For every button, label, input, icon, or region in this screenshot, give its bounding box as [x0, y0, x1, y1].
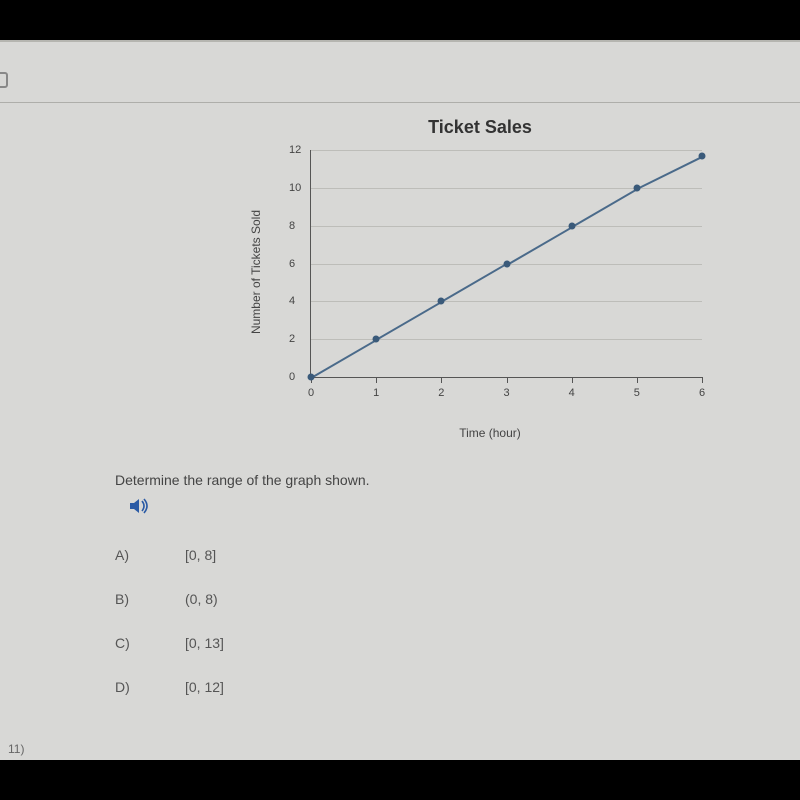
y-tick-label: 0 — [289, 371, 295, 383]
chart-marker — [699, 152, 706, 159]
x-tick-label: 0 — [308, 387, 314, 399]
horizontal-rule — [0, 102, 800, 103]
chart-marker — [308, 374, 315, 381]
x-tick — [702, 377, 703, 383]
question-prompt: Determine the range of the graph shown. — [115, 472, 370, 488]
y-tick-label: 12 — [289, 144, 301, 156]
x-tick — [376, 377, 377, 383]
x-tick-label: 6 — [699, 387, 705, 399]
speaker-icon — [130, 497, 150, 515]
chart-marker — [373, 336, 380, 343]
choice-letter: B) — [115, 591, 185, 607]
choice-c[interactable]: C) [0, 13] — [115, 635, 224, 651]
y-tick-label: 10 — [289, 182, 301, 194]
choice-a[interactable]: A) [0, 8] — [115, 547, 224, 563]
gridline — [311, 339, 702, 340]
letterbox-bottom — [0, 760, 800, 800]
chart-line-segment — [376, 301, 442, 340]
gridline — [311, 226, 702, 227]
x-axis-label: Time (hour) — [270, 426, 710, 440]
question-number: 11) — [8, 742, 24, 756]
audio-icon[interactable] — [130, 497, 150, 520]
x-tick — [507, 377, 508, 383]
chart-marker — [438, 298, 445, 305]
chart-line-segment — [571, 188, 637, 227]
choice-text: (0, 8) — [185, 591, 218, 607]
chart-line-segment — [506, 226, 572, 265]
choice-letter: A) — [115, 547, 185, 563]
gridline — [311, 150, 702, 151]
y-axis-label: Number of Tickets Sold — [249, 210, 263, 334]
chart-marker — [633, 184, 640, 191]
chart-line-segment — [441, 264, 507, 303]
choice-letter: C) — [115, 635, 185, 651]
y-tick-label: 8 — [289, 220, 295, 232]
y-tick-label: 4 — [289, 295, 295, 307]
gridline — [311, 188, 702, 189]
x-tick — [441, 377, 442, 383]
choice-b[interactable]: B) (0, 8) — [115, 591, 224, 607]
x-tick-label: 4 — [569, 387, 575, 399]
choice-text: [0, 13] — [185, 635, 224, 651]
x-tick-label: 1 — [373, 387, 379, 399]
chart-marker — [503, 260, 510, 267]
choice-text: [0, 12] — [185, 679, 224, 695]
plot-area: 0246810120123456 — [310, 150, 702, 378]
x-tick-label: 3 — [503, 387, 509, 399]
chart-line-segment — [636, 156, 702, 189]
chart-marker — [568, 222, 575, 229]
choice-letter: D) — [115, 679, 185, 695]
worksheet-page: Ticket Sales Number of Tickets Sold Time… — [0, 40, 800, 760]
edge-badge — [0, 72, 8, 88]
choice-d[interactable]: D) [0, 12] — [115, 679, 224, 695]
gridline — [311, 301, 702, 302]
letterbox-top — [0, 0, 800, 40]
x-tick-label: 5 — [634, 387, 640, 399]
choice-text: [0, 8] — [185, 547, 216, 563]
x-tick — [637, 377, 638, 383]
answer-choices: A) [0, 8] B) (0, 8) C) [0, 13] D) [0, 12… — [115, 547, 224, 723]
chart-line-segment — [311, 339, 377, 378]
chart-title: Ticket Sales — [0, 117, 800, 138]
x-tick — [572, 377, 573, 383]
y-tick-label: 2 — [289, 333, 295, 345]
y-tick-label: 6 — [289, 258, 295, 270]
ticket-sales-chart: Number of Tickets Sold Time (hour) 02468… — [270, 142, 710, 402]
x-tick-label: 2 — [438, 387, 444, 399]
